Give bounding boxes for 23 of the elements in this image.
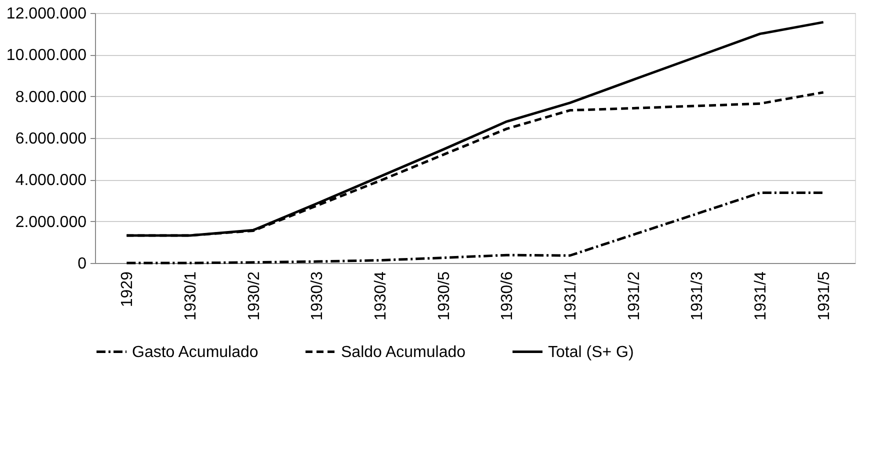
y-tick-label: 10.000.000 [6, 47, 87, 64]
x-tick-label: 1931/1 [562, 271, 580, 320]
x-tick-label: 1931/3 [689, 271, 706, 320]
x-tick-label: 1931/2 [626, 271, 643, 320]
x-tick-label: 1930/1 [182, 271, 200, 320]
y-tick-label: 4.000.000 [15, 172, 87, 190]
x-tick-label: 1930/3 [309, 271, 326, 320]
y-tick-label: 0 [78, 256, 87, 272]
x-tick-label: 1930/5 [436, 271, 453, 320]
y-tick-label: 2.000.000 [15, 214, 87, 231]
x-tick-label: 1931/4 [752, 271, 770, 320]
x-tick-label: 1929 [119, 271, 136, 308]
x-tick-label: 1930/4 [372, 271, 390, 320]
y-tick-label: 12.000.000 [6, 6, 87, 22]
x-tick-label: 1930/6 [499, 271, 516, 320]
legend-label: Saldo Acumulado [341, 344, 466, 361]
y-tick-label: 6.000.000 [15, 130, 87, 148]
x-tick-label: 1931/5 [816, 271, 833, 320]
y-tick-label: 8.000.000 [15, 88, 87, 106]
legend-label: Total (S+ G) [548, 344, 634, 361]
legend-label: Gasto Acumulado [132, 344, 258, 361]
x-tick-label: 1930/2 [246, 271, 263, 320]
line-series [125, 192, 825, 264]
